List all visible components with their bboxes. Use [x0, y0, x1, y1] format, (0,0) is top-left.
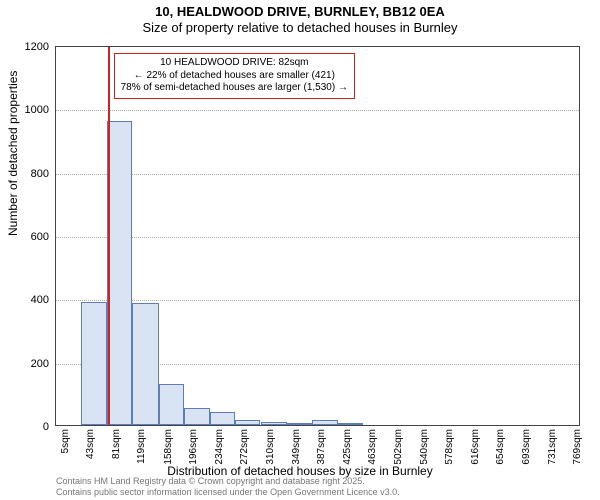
x-tick-label: 616sqm	[470, 429, 481, 465]
annotation-line-3: 78% of semi-detached houses are larger (…	[121, 82, 348, 95]
x-tick-label: 769sqm	[572, 429, 583, 465]
x-tick-label: 731sqm	[547, 429, 558, 465]
histogram-bar	[312, 420, 337, 425]
attribution-line-2: Contains public sector information licen…	[56, 487, 400, 497]
marker-line	[108, 47, 110, 425]
histogram-bar	[261, 422, 287, 425]
y-tick-label: 1000	[9, 104, 49, 116]
plot-region: 0200400600800100012005sqm43sqm81sqm119sq…	[55, 46, 580, 426]
histogram-bar	[210, 412, 235, 425]
histogram-bar	[107, 121, 132, 425]
annotation-line-1: 10 HEALDWOOD DRIVE: 82sqm	[121, 57, 348, 70]
histogram-bar	[81, 302, 106, 426]
x-tick-label: 578sqm	[444, 429, 455, 465]
histogram-bar	[132, 303, 158, 425]
annotation-line-2: ← 22% of detached houses are smaller (42…	[121, 70, 348, 83]
y-tick-label: 200	[9, 358, 49, 370]
y-tick-label: 400	[9, 294, 49, 306]
x-tick-label: 502sqm	[393, 429, 404, 465]
annotation-box: 10 HEALDWOOD DRIVE: 82sqm← 22% of detach…	[114, 53, 355, 99]
x-tick-label: 43sqm	[85, 429, 96, 459]
gridline	[56, 300, 579, 301]
y-tick-label: 0	[9, 421, 49, 433]
x-tick-label: 119sqm	[136, 429, 147, 464]
chart-title: 10, HEALDWOOD DRIVE, BURNLEY, BB12 0EA S…	[0, 0, 600, 37]
attribution-text: Contains HM Land Registry data © Crown c…	[56, 476, 400, 497]
attribution-line-1: Contains HM Land Registry data © Crown c…	[56, 476, 400, 486]
y-tick-label: 600	[9, 231, 49, 243]
title-line-2: Size of property relative to detached ho…	[0, 20, 600, 36]
x-tick-label: 540sqm	[419, 429, 430, 465]
x-tick-label: 272sqm	[239, 429, 250, 465]
gridline	[56, 110, 579, 111]
x-tick-label: 463sqm	[367, 429, 378, 465]
gridline	[56, 174, 579, 175]
y-tick-label: 800	[9, 168, 49, 180]
y-axis-label: Number of detached properties	[6, 71, 20, 236]
chart-area: 0200400600800100012005sqm43sqm81sqm119sq…	[55, 46, 580, 426]
x-tick-label: 5sqm	[60, 429, 71, 453]
y-tick-label: 1200	[9, 41, 49, 53]
x-tick-label: 387sqm	[316, 429, 327, 465]
histogram-bar	[338, 423, 363, 425]
title-line-1: 10, HEALDWOOD DRIVE, BURNLEY, BB12 0EA	[0, 4, 600, 20]
x-tick-label: 693sqm	[521, 429, 532, 465]
x-tick-label: 81sqm	[111, 429, 122, 459]
gridline	[56, 237, 579, 238]
x-tick-label: 196sqm	[188, 429, 199, 465]
x-tick-label: 654sqm	[495, 429, 506, 465]
x-tick-label: 425sqm	[342, 429, 353, 465]
x-tick-label: 158sqm	[163, 429, 174, 465]
x-tick-label: 310sqm	[265, 429, 276, 465]
x-tick-label: 234sqm	[214, 429, 225, 465]
histogram-bar	[159, 384, 184, 425]
x-tick-label: 349sqm	[291, 429, 302, 465]
histogram-bar	[287, 423, 312, 425]
histogram-bar	[235, 420, 260, 425]
histogram-bar	[184, 408, 209, 425]
